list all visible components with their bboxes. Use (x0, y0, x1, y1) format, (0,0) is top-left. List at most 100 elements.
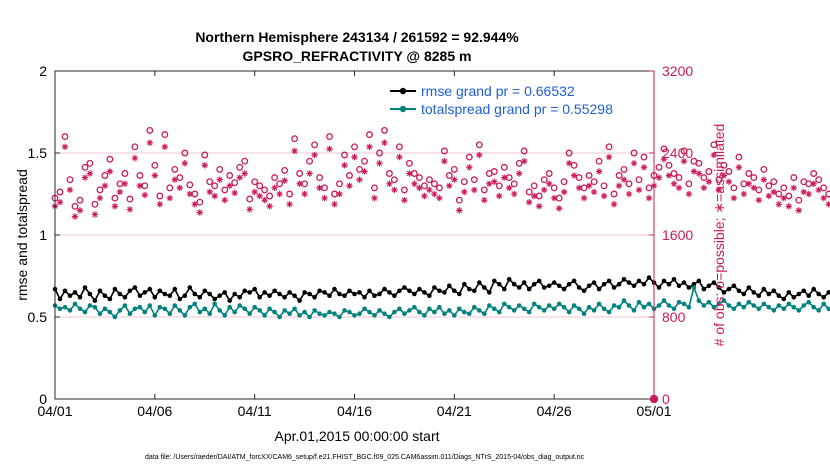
data-point (397, 288, 402, 294)
data-point (816, 308, 821, 313)
obs-assimilated-point (506, 184, 513, 192)
obs-assimilated-point (146, 139, 154, 146)
obs-possible-point (186, 181, 194, 189)
obs-possible-point (91, 200, 99, 208)
obs-possible-point (86, 159, 94, 167)
obs-assimilated-point (725, 178, 733, 185)
data-point (462, 281, 467, 287)
data-point (152, 313, 158, 318)
data-point (107, 296, 113, 302)
data-point (482, 311, 487, 317)
obs-possible-point (71, 202, 79, 210)
data-point (626, 303, 632, 308)
obs-possible-point (610, 190, 618, 198)
data-point (262, 290, 267, 295)
data-point (611, 285, 617, 290)
data-point (521, 306, 527, 312)
data-point (492, 306, 497, 312)
data-point (801, 303, 807, 308)
data-file-footnote: data file: /Users/raeder/DAI/ATM_forcXX/… (145, 454, 585, 461)
data-point (526, 286, 532, 292)
obs-assimilated-point (565, 160, 573, 167)
obs-possible-point (136, 172, 144, 179)
data-point (117, 291, 123, 297)
obs-possible-point (675, 174, 683, 182)
obs-assimilated-point (820, 194, 827, 202)
legend: rmse grand pr = 0.66532 totalspread gran… (385, 76, 649, 118)
data-point (217, 308, 222, 313)
obs-assimilated-point (241, 170, 248, 177)
data-point (511, 281, 517, 287)
obs-assimilated-point (715, 186, 723, 194)
obs-possible-point (221, 186, 229, 194)
x-tick-label: 04/26 (537, 403, 572, 419)
data-point (701, 286, 707, 292)
data-point (172, 286, 178, 292)
data-point (187, 304, 193, 310)
data-point (771, 288, 777, 294)
obs-assimilated-point (196, 209, 203, 216)
data-point (716, 285, 722, 290)
obs-possible-point (291, 135, 299, 143)
obs-assimilated-point (336, 190, 343, 198)
data-point (606, 309, 612, 315)
data-point (332, 286, 337, 292)
obs-possible-point (625, 180, 633, 188)
data-point (591, 280, 597, 285)
data-point (422, 290, 427, 295)
data-point (172, 303, 178, 308)
x-tick-label: 05/01 (636, 403, 671, 419)
obs-assimilated-point (111, 203, 119, 210)
data-point (267, 306, 272, 312)
data-point (766, 304, 772, 310)
data-point (457, 306, 462, 312)
data-point (382, 286, 387, 292)
data-point (392, 309, 397, 315)
obs-assimilated-point (106, 168, 114, 175)
obs-assimilated-point (406, 170, 413, 177)
obs-possible-point (500, 163, 508, 171)
data-point (342, 293, 347, 299)
obs-assimilated-point (825, 201, 830, 208)
chart-title-line2: GPSRO_REFRACTIVITY @ 8285 m (243, 48, 472, 64)
obs-possible-point (231, 179, 239, 187)
obs-assimilated-point (396, 153, 403, 161)
obs-assimilated-point (151, 172, 159, 179)
data-point (477, 280, 482, 285)
obs-assimilated-point (695, 170, 703, 177)
obs-possible-point (96, 186, 104, 194)
obs-possible-point (615, 172, 623, 179)
data-point (452, 288, 457, 294)
obs-assimilated-point (206, 188, 213, 196)
obs-assimilated-point (116, 188, 124, 196)
obs-assimilated-point (501, 174, 508, 181)
data-point (701, 303, 707, 308)
data-point (412, 291, 417, 297)
obs-possible-point (311, 141, 319, 149)
obs-possible-point (351, 143, 358, 151)
data-point (82, 285, 88, 290)
y-left-tick-label: 0 (39, 391, 47, 407)
obs-assimilated-point (236, 174, 243, 181)
data-point (192, 291, 198, 297)
data-point (511, 308, 517, 313)
obs-assimilated-point (486, 180, 493, 187)
obs-assimilated-point (635, 186, 643, 194)
obs-assimilated-point (231, 189, 238, 197)
data-point (771, 308, 777, 313)
obs-possible-point (490, 168, 498, 175)
data-point (636, 278, 642, 284)
obs-possible-point (266, 192, 274, 200)
obs-assimilated-point (351, 153, 358, 161)
data-point (267, 293, 272, 299)
obs-assimilated-point (291, 147, 298, 155)
obs-possible-point (765, 182, 773, 190)
obs-possible-point (815, 176, 823, 184)
obs-possible-point (326, 133, 333, 141)
data-point (122, 295, 128, 300)
legend-spread-label: totalspread grand pr = 0.55298 (421, 101, 613, 117)
data-point (571, 278, 577, 284)
obs-assimilated-point (590, 188, 598, 196)
obs-assimilated-point (446, 182, 453, 189)
data-point (427, 293, 432, 299)
